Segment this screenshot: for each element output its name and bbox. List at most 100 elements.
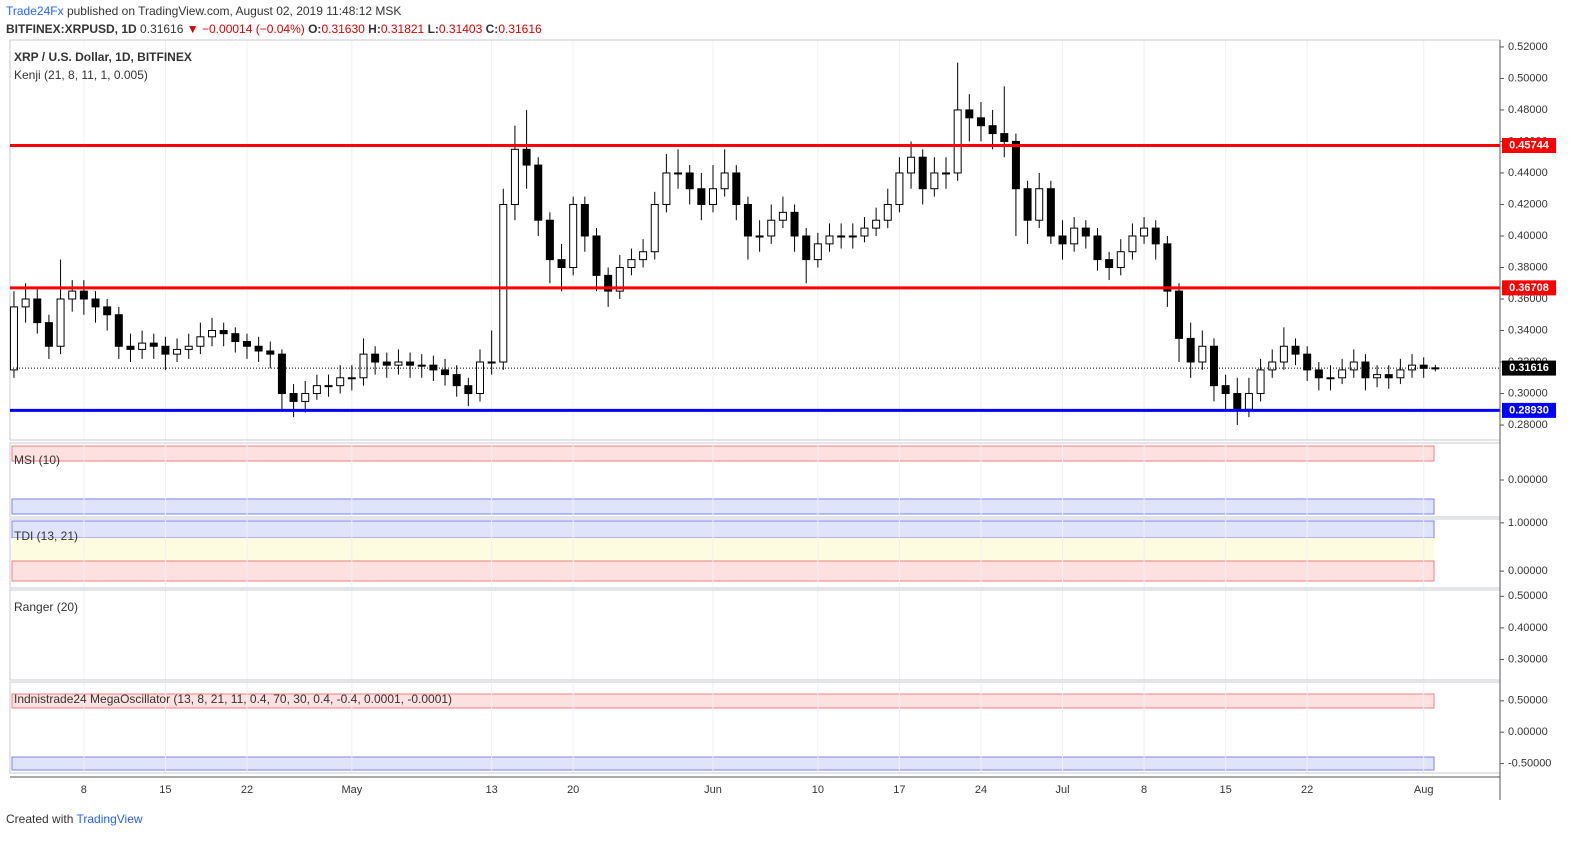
footer: Created with TradingView [6,812,143,826]
ohlc-value: 0.31616 [498,22,542,36]
y-tick-label: 0.50000 [1508,695,1548,707]
header-line: Trade24Fx published on TradingView.com, … [6,4,401,18]
candle-body [1163,243,1172,292]
panel-title: Ranger (20) [14,600,78,614]
last-tag [1502,360,1556,376]
ohlc-label: L: [428,22,439,36]
level-tag [1502,137,1556,153]
candle-body [219,330,228,335]
candle-body [33,298,42,324]
ohlc-value: 0.31630 [321,22,365,36]
x-tick-label: 17 [893,784,905,796]
last-label: 0.31616 [1509,362,1549,374]
candle-body [872,219,881,229]
candle-body [1023,188,1032,221]
x-tick-label: Aug [1414,784,1434,796]
candle-body [1244,393,1253,410]
band [11,560,1435,582]
candle-body [708,188,717,205]
band [11,693,1435,709]
candle-body [534,164,543,221]
candle-body [883,203,892,221]
last: 0.31616 [140,22,184,36]
candle-body [662,172,671,205]
panel-title: MSI (10) [14,453,60,467]
x-tick-label: 13 [486,784,498,796]
candle-body [1396,369,1405,379]
candle-body [324,385,333,388]
panel-title: TDI (13, 21) [14,529,78,543]
candle-body [1268,361,1277,371]
candle-body [639,251,648,261]
candle-body [965,109,974,119]
candle-body [1070,227,1079,245]
band [11,756,1435,771]
candle-body [580,203,589,237]
x-tick-label: 10 [812,784,824,796]
y-tick-label: 1.00000 [1508,517,1548,529]
candle-body [394,361,403,366]
y-tick-label: 0.00000 [1508,726,1548,738]
candle-body [1303,353,1312,371]
candle-body [778,211,787,221]
x-tick-label: Jun [704,784,722,796]
published: published on TradingView.com, August 02,… [67,4,401,18]
candle-body [277,353,286,395]
candle-body [907,156,916,174]
candle-body [301,393,310,402]
candle-body [1209,345,1218,387]
y-tick-label: 0.28000 [1508,419,1548,431]
candle-body [918,156,927,190]
candle-body [149,342,158,347]
x-tick-label: 22 [241,784,253,796]
level-label: 0.45744 [1509,139,1550,151]
band [11,498,1435,515]
candle-body [790,211,799,237]
candle-body [91,298,100,308]
brand[interactable]: TradingView [77,812,143,826]
candle-body [347,377,356,380]
candle-body [674,172,683,175]
candle-body [441,369,450,376]
candle-body [173,348,182,355]
y-tick-label: 0.30000 [1508,387,1548,399]
level-label: 0.28930 [1509,404,1549,416]
candle-body [522,148,531,166]
candle-body [1233,393,1242,410]
y-tick-label: 0.38000 [1508,261,1548,273]
candle-body [1384,374,1393,379]
symbol: BITFINEX:XRPUSD, 1D [6,22,137,36]
panel-title: XRP / U.S. Dollar, 1D, BITFINEX [14,50,192,64]
candle-body [1326,377,1335,380]
candle-body [895,172,904,205]
candle-body [56,298,65,347]
symbol-line: BITFINEX:XRPUSD, 1D 0.31616 ▼ −0.00014 (… [6,22,542,36]
candle-body [336,377,345,387]
candle-body [802,235,811,261]
candle-body [126,345,135,350]
candle-body [615,266,624,292]
created: Created with [6,812,73,826]
candle-body [1116,251,1125,268]
candle-body [650,203,659,253]
y-tick-label: 0.40000 [1508,230,1548,242]
candle-body [475,361,484,395]
x-tick-label: 24 [975,784,987,796]
candle-body [1128,235,1137,253]
x-tick-label: 20 [567,784,579,796]
band [11,445,1435,462]
candle-body [499,203,508,363]
candle-body [44,322,53,347]
candle-body [1186,337,1195,363]
level-tag [1502,280,1556,296]
candle-body [1349,361,1358,371]
level-label: 0.36708 [1509,282,1549,294]
author[interactable]: Trade24Fx [6,4,64,18]
candle-body [988,125,997,135]
y-tick-label: 0.48000 [1508,104,1548,116]
x-tick-label: Jul [1055,784,1069,796]
arrow: ▼ [187,22,199,36]
candle-body [848,235,857,238]
candle-body [1093,235,1102,261]
